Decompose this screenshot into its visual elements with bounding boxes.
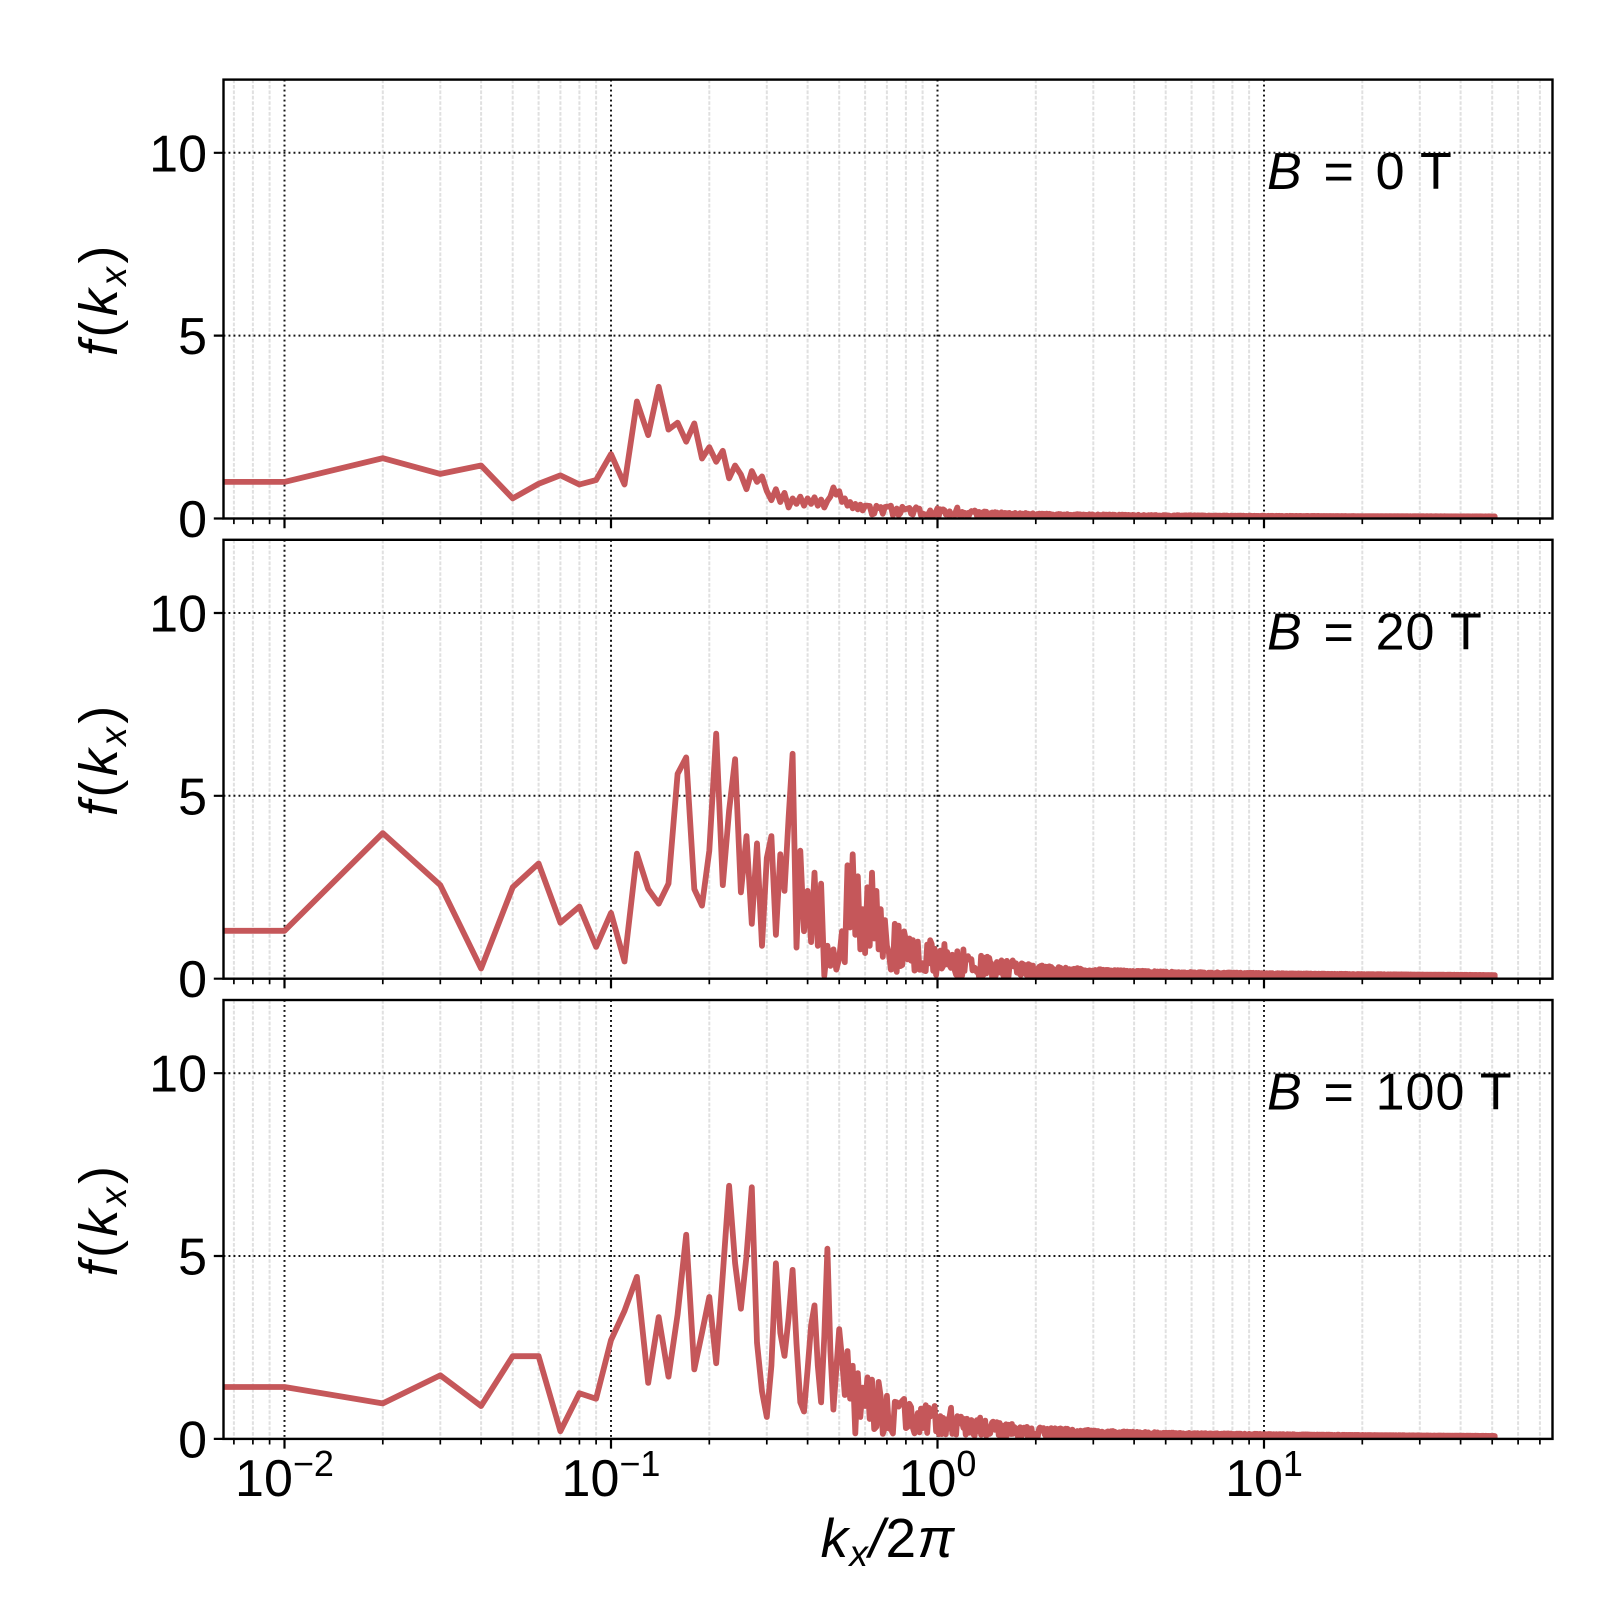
svg-text:0: 0 <box>178 1411 207 1469</box>
svg-text:f(kx): f(kx) <box>69 242 134 356</box>
svg-text:5: 5 <box>178 768 207 826</box>
svg-text:10−1: 10−1 <box>562 1443 661 1508</box>
svg-text:0: 0 <box>178 491 207 549</box>
svg-text:f(kx): f(kx) <box>69 702 134 816</box>
svg-text:B = 0 T: B = 0 T <box>1267 143 1453 201</box>
svg-text:5: 5 <box>178 308 207 366</box>
svg-text:10: 10 <box>149 125 207 183</box>
svg-text:f(kx): f(kx) <box>69 1163 134 1277</box>
svg-text:kx/2π: kx/2π <box>821 1507 956 1574</box>
svg-text:B = 20 T: B = 20 T <box>1267 603 1483 661</box>
svg-text:10: 10 <box>149 586 207 644</box>
svg-text:5: 5 <box>178 1229 207 1287</box>
svg-text:10: 10 <box>149 1046 207 1104</box>
svg-text:0: 0 <box>178 951 207 1009</box>
svg-text:B = 100 T: B = 100 T <box>1267 1064 1513 1122</box>
